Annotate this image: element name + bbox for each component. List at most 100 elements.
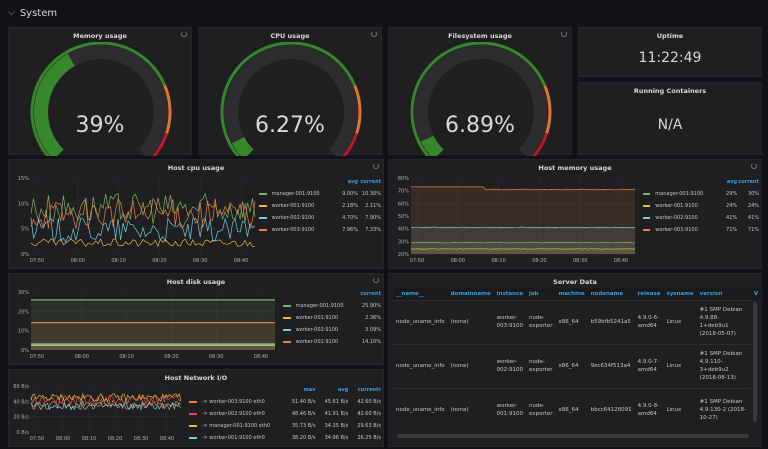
column-header-job[interactable]: job [526, 288, 556, 300]
legend-header-avg[interactable]: avg [726, 179, 738, 185]
series-line[interactable] [30, 238, 256, 248]
legend-item[interactable]: -> worker-003:9100 eth0 51.40 B/s 45.61 B/… [189, 396, 381, 408]
legend-series-name: manager-001:9100 [655, 191, 704, 197]
cpu-gauge [220, 42, 362, 156]
memory-gauge-value: 39% [75, 113, 125, 138]
legend-header-current[interactable]: current [360, 291, 381, 297]
legend-item[interactable]: worker-002:9100 41% 41% [643, 212, 759, 224]
legend-current-value: 10.30% [361, 191, 381, 197]
legend-series-name: worker-002:9100 [655, 215, 698, 221]
table-cell: node-exporter [526, 387, 556, 432]
threshold-green [30, 42, 167, 156]
series-line[interactable] [411, 186, 636, 191]
legend-avg-value: 34.96 B/s [324, 435, 349, 441]
legend-item[interactable]: worker-001:9100 24% 24% [643, 200, 759, 212]
legend-header-avg[interactable]: avg [347, 179, 358, 185]
panel-title: CPU usage [270, 32, 310, 40]
legend-item[interactable]: worker-002:9100 14.10% [283, 336, 381, 348]
memory-graph[interactable]: 80% 70% 60% 50% 40% 30% 20%07:50 08:00 08:10 08:2… [389, 172, 639, 270]
legend-header-current[interactable]: current [360, 179, 382, 185]
column-header-name[interactable]: __name__ [393, 288, 448, 300]
column-header-V[interactable]: V [750, 288, 761, 300]
column-header-domainname[interactable]: domainname [447, 288, 494, 300]
cpu-gauge-value: 6.27% [255, 113, 325, 138]
series-line[interactable] [30, 394, 182, 406]
x-tick-label: 08:30 [134, 436, 148, 442]
series-line[interactable] [30, 192, 256, 224]
series-line[interactable] [30, 197, 256, 230]
legend-header-current[interactable]: current [738, 179, 759, 185]
legend-item[interactable]: worker-002:9100 3.09% [283, 324, 381, 336]
legend-item[interactable]: -> manager-001:9100 eth0 35.73 B/s 34.35 B… [189, 420, 381, 432]
legend-swatch [643, 217, 651, 219]
cpu-legend: avg current manager-001:9100 9.00% 10.30% wor… [259, 176, 381, 236]
table-row[interactable]: node_uname_info (none) worker-003:9100 node… [393, 299, 761, 344]
legend-avg-value: 41% [726, 215, 738, 221]
legend-item[interactable]: worker-003:9100 71% 71% [643, 224, 759, 236]
legend-item[interactable]: -> worker-001:9100 eth0 38.20 B/s 34.96 B/… [189, 432, 381, 444]
legend-header-max[interactable]: max [303, 387, 316, 393]
legend-avg-value: 7.96% [342, 227, 358, 233]
series-line[interactable] [30, 399, 182, 411]
y-tick-label: 20% [18, 309, 29, 315]
series-area [31, 345, 275, 350]
legend-item[interactable]: worker-002:9100 4.70% 7.90% [259, 212, 381, 224]
horizontal-scrollbar[interactable] [397, 434, 749, 438]
series-line[interactable] [410, 248, 635, 250]
legend-item[interactable]: worker-001:9100 2.18% 2.11% [259, 200, 381, 212]
y-tick-label: 10% [18, 201, 29, 207]
disk-graph[interactable]: 30% 20% 10% 0%07:50 08:00 08:10 08:20 08:30 08:4… [9, 286, 279, 366]
cpu-graph[interactable]: 15% 10% 5% 0%07:50 08:00 08:10 08:20 08:30 08:40 [9, 172, 259, 270]
table-cell: 4.9.0-6-amd64 [634, 299, 664, 344]
legend-current-value: 3.09% [365, 327, 381, 333]
legend-swatch [643, 229, 651, 231]
row-header-system[interactable]: ⌵ System [0, 0, 768, 26]
column-header-version[interactable]: version [696, 288, 751, 300]
column-header-release[interactable]: release [634, 288, 664, 300]
panel-title: Host memory usage [538, 164, 612, 172]
y-tick-label: 60 B/s [13, 384, 29, 390]
column-header-nodename[interactable]: nodename [587, 288, 635, 300]
legend-item[interactable]: manager-001:9100 9.00% 10.30% [259, 188, 381, 200]
series-line[interactable] [30, 392, 182, 403]
y-tick-label: 10% [18, 329, 29, 335]
series-line[interactable] [30, 217, 256, 243]
memory-gauge [30, 42, 172, 156]
x-tick-label: 08:20 [108, 436, 122, 442]
table-row[interactable]: node_uname_info (none) worker-002:9100 node… [393, 343, 761, 388]
legend-swatch [283, 329, 291, 331]
panel-title: Server Data [553, 278, 597, 286]
legend-avg-value: 45.61 B/s [324, 399, 349, 405]
legend-item[interactable]: -> worker-002:9100 eth0 48.46 B/s 41.91 B/… [189, 408, 381, 420]
legend-item[interactable]: worker-003:9100 7.96% 7.33% [259, 224, 381, 236]
legend-item[interactable]: worker-001:9100 2.36% [283, 312, 381, 324]
network-legend: max avg current▾ -> worker-003:9100 eth0 51.… [189, 384, 381, 444]
series-line[interactable] [410, 226, 636, 229]
legend-max-value: 48.46 B/s [291, 411, 316, 417]
legend-avg-value: 4.70% [342, 215, 358, 221]
column-header-sysname[interactable]: sysname [663, 288, 697, 300]
panel-loading-icon [561, 31, 567, 37]
table-cell: 4.9.0-8-amd64 [634, 387, 664, 432]
legend-header-avg[interactable]: avg [337, 387, 349, 393]
y-tick-label: 50% [398, 214, 409, 220]
legend-current-value: 7.90% [365, 215, 381, 221]
series-line[interactable] [410, 241, 636, 244]
legend-avg-value: 41.91 B/s [324, 411, 349, 417]
chevron-down-icon[interactable]: ⌵ [8, 8, 15, 18]
legend-item[interactable]: manager-001:9100 25.90% [283, 300, 381, 312]
network-graph[interactable]: 60 B/s 40 B/s 20 B/s 0 B/s07:50 08:00 08:10 08… [9, 380, 185, 448]
column-header-machine[interactable]: machine [555, 288, 588, 300]
table-cell: bbcc64128091 [587, 387, 635, 432]
legend-item[interactable]: manager-001:9100 29% 30% [643, 188, 759, 200]
vertical-scrollbar[interactable] [753, 302, 757, 422]
legend-avg-value: 2.18% [342, 203, 358, 209]
table-row[interactable]: node_uname_info (none) worker-001:9100 node… [393, 387, 761, 432]
y-tick-label: 0% [21, 252, 29, 258]
legend-current-value: 2.36% [365, 315, 381, 321]
column-header-instance[interactable]: instance [493, 288, 527, 300]
legend-header-current[interactable]: current▾ [357, 387, 381, 393]
x-tick-label: 07:50 [410, 258, 424, 264]
legend-header: avg current [643, 176, 759, 188]
series-line[interactable] [30, 401, 182, 411]
